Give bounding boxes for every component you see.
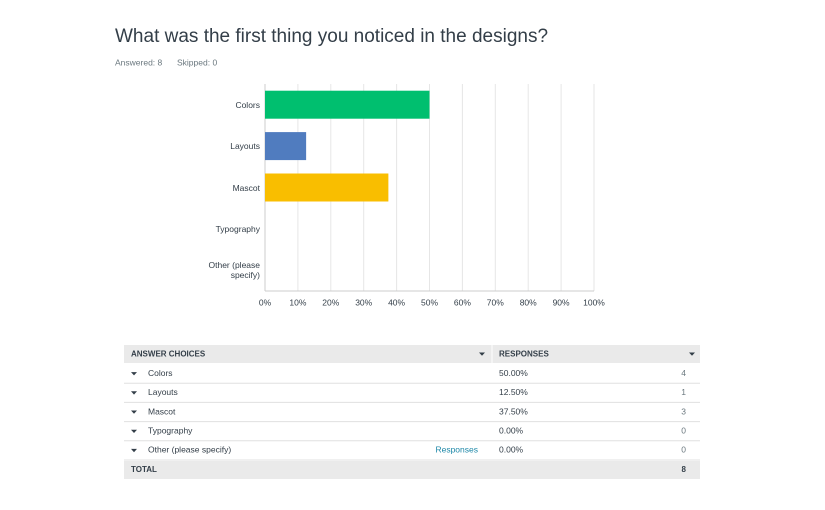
response-percent: 0.00% [499,425,524,435]
response-percent: 12.50% [499,387,528,397]
response-count: 0 [681,425,686,435]
question-title: What was the first thing you noticed in … [115,26,548,47]
caret [689,352,695,356]
bar [265,132,307,161]
category-label-box: Typography [215,223,260,234]
total-label: TOTAL [131,465,157,474]
x-tick-label: 40% [388,297,405,307]
responses-link[interactable]: Responses [435,445,478,455]
x-tick-label: 10% [289,297,306,307]
category-label-box: Layouts [230,141,260,152]
caret [131,429,137,433]
x-tick-label: 60% [454,297,471,307]
response-percent: 50.00% [499,368,528,378]
x-tick-label: 0% [259,297,272,307]
x-tick-label: 30% [355,297,372,307]
skipped-count: Skipped: 0 [177,57,217,67]
column-header: RESPONSES [499,350,549,359]
table-header-bg [124,345,700,363]
caret [131,372,137,376]
x-tick-label: 80% [520,297,537,307]
response-percent: 0.00% [499,445,524,455]
category-label-box: Other (please specify) [208,260,261,281]
x-tick-label: 20% [322,297,339,307]
caret [131,410,137,414]
response-count: 0 [681,445,686,455]
response-count: 1 [681,387,686,397]
total-row-bg [124,461,700,479]
category-label-box: Colors [235,99,260,110]
y-tick-label: Mascot [232,182,260,193]
x-tick-label: 100% [583,297,605,307]
x-tick-label: 90% [553,297,570,307]
category-label-box: Mascot [232,182,260,193]
bar [265,90,430,119]
y-tick-label: Other (please specify) [208,260,261,281]
total-count: 8 [682,465,687,474]
column-header: ANSWER CHOICES [131,350,206,359]
x-tick-label: 70% [487,297,504,307]
answer-choice: Mascot [148,406,176,416]
answered-count: Answered: 8 [115,57,163,67]
caret [131,448,137,453]
caret [479,352,485,356]
bar [265,173,389,202]
answer-choice: Typography [148,425,193,435]
y-tick-label: Typography [215,223,260,234]
answer-choice: Other (please specify) [148,445,231,455]
response-percent: 37.50% [499,406,528,416]
response-count: 4 [681,368,686,378]
y-tick-label: Colors [235,99,260,110]
answer-choice: Colors [148,368,173,378]
x-tick-label: 50% [421,297,438,307]
caret [131,391,137,395]
answer-choice: Layouts [148,387,178,397]
y-tick-label: Layouts [230,141,260,152]
response-count: 3 [681,406,686,416]
